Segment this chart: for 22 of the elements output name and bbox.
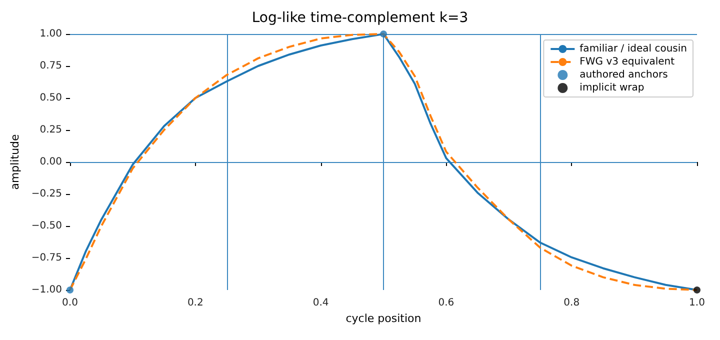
y-tick-label: 0.50 xyxy=(40,92,62,104)
x-tick-label: 0.8 xyxy=(564,298,580,308)
y-tick-label: 0.25 xyxy=(40,124,62,136)
legend-label: implicit wrap xyxy=(580,82,644,94)
x-tick-label: 0.2 xyxy=(187,298,204,308)
x-tick-label: 0.0 xyxy=(62,298,78,308)
legend-label: authored anchors xyxy=(580,70,668,80)
y-tick-label: 0.75 xyxy=(40,60,62,72)
y-tick-label: −0.25 xyxy=(31,188,62,200)
x-tick-label: 0.4 xyxy=(312,298,329,308)
x-axis-title: cycle position xyxy=(346,312,422,325)
legend-label: familiar / ideal cousin xyxy=(580,44,688,54)
chart-title: Log-like time-complement k=3 xyxy=(252,10,468,26)
y-axis-title: amplitude xyxy=(8,134,22,190)
y-tick-label: −0.50 xyxy=(31,220,62,232)
y-tick-label: 0.00 xyxy=(40,156,62,168)
x-tick-label: 0.6 xyxy=(438,298,454,308)
y-tick-label: −1.00 xyxy=(31,284,62,296)
y-tick-label: −0.75 xyxy=(31,252,62,264)
legend-label: FWG v3 equivalent xyxy=(580,56,675,68)
y-tick-label: 1.00 xyxy=(40,28,62,40)
x-tick-label: 1.0 xyxy=(689,298,705,308)
